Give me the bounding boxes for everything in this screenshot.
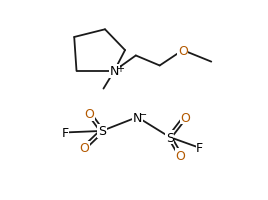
Text: −: − [139, 109, 148, 119]
Text: O: O [79, 142, 89, 155]
Text: F: F [196, 142, 203, 155]
Text: N: N [133, 111, 142, 124]
Text: O: O [176, 149, 185, 162]
Text: O: O [180, 111, 190, 124]
Text: O: O [85, 108, 95, 121]
Text: +: + [116, 63, 124, 73]
Text: S: S [166, 131, 174, 144]
Text: O: O [178, 44, 188, 57]
Text: F: F [61, 126, 69, 139]
Text: S: S [98, 125, 106, 138]
Text: N: N [110, 65, 119, 78]
